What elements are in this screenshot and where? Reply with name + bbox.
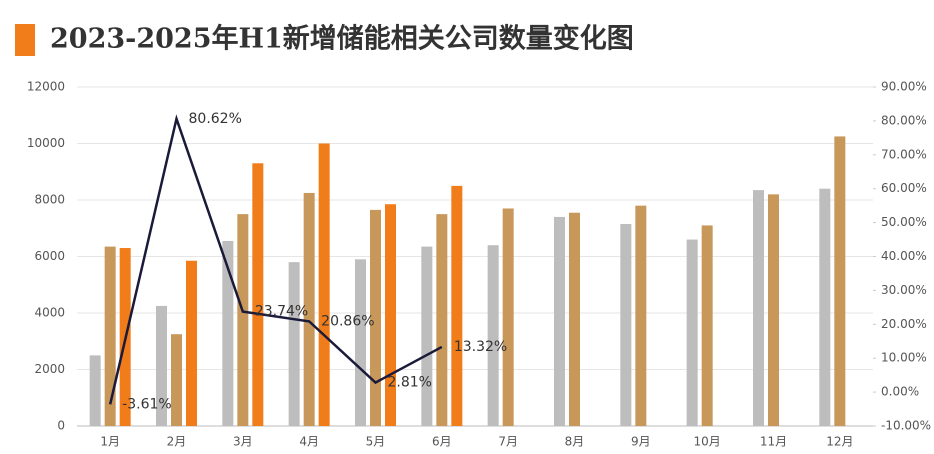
y-tick-label: 4000 <box>34 306 65 320</box>
bar <box>753 190 764 426</box>
bar <box>222 240 234 426</box>
x-tick-label: 1月 <box>100 435 120 449</box>
bar <box>252 163 264 426</box>
title-marker <box>15 24 35 56</box>
bar <box>237 214 249 426</box>
data-label: 13.32% <box>454 339 507 355</box>
x-tick-label: 11月 <box>760 435 787 449</box>
bar <box>421 246 433 426</box>
bar <box>288 262 300 426</box>
x-tick-label: 5月 <box>366 435 386 449</box>
x-tick-label: 7月 <box>498 435 518 449</box>
y2-tick-label: 30.00% <box>881 283 927 297</box>
bar <box>385 204 396 426</box>
x-tick-label: 10月 <box>694 435 721 449</box>
y-tick-label: 8000 <box>34 193 65 207</box>
bar <box>686 239 698 426</box>
y2-tick-label: 90.00% <box>881 80 927 94</box>
bar <box>436 214 448 426</box>
bar <box>768 194 779 426</box>
y-tick-label: 0 <box>57 419 65 433</box>
bar <box>502 208 514 426</box>
x-tick-label: 8月 <box>565 435 585 449</box>
bar <box>156 305 167 426</box>
bar <box>104 246 116 426</box>
x-tick-label: 9月 <box>631 435 651 449</box>
bar <box>487 245 499 426</box>
bar <box>701 225 713 426</box>
chart-title: 2023-2025年H1新增储能相关公司数量变化图 <box>50 23 634 55</box>
bar <box>451 185 463 426</box>
bar <box>569 212 580 426</box>
bar <box>819 188 831 426</box>
y2-tick-label: 20.00% <box>881 317 927 331</box>
y2-tick-label: 10.00% <box>881 351 927 365</box>
bar <box>186 260 197 426</box>
data-label: 23.74% <box>255 304 308 320</box>
bar <box>318 143 330 426</box>
bar <box>834 136 846 426</box>
y-tick-label: 12000 <box>27 80 65 94</box>
y2-tick-label: 70.00% <box>881 147 927 161</box>
x-tick-label: 3月 <box>233 435 253 449</box>
y2-tick-label: 60.00% <box>881 181 927 195</box>
x-tick-label: 12月 <box>826 435 853 449</box>
y2-tick-label: 0.00% <box>881 385 919 399</box>
bar <box>554 216 565 426</box>
y-tick-label: 2000 <box>34 362 65 376</box>
x-tick-label: 4月 <box>299 435 319 449</box>
y-tick-label: 6000 <box>34 249 65 263</box>
bar <box>635 205 647 426</box>
bar <box>355 259 366 426</box>
bar <box>620 224 632 426</box>
bar <box>171 334 182 426</box>
x-tick-label: 6月 <box>432 435 452 449</box>
data-label: 20.86% <box>321 313 374 329</box>
bar <box>303 192 315 426</box>
y-tick-label: 10000 <box>27 136 65 150</box>
data-label: 80.62% <box>189 111 242 127</box>
data-label: 2.81% <box>388 375 432 391</box>
data-label: -3.61% <box>122 396 172 412</box>
y2-tick-label: -10.00% <box>881 419 931 433</box>
bar <box>370 209 381 426</box>
bar <box>89 355 101 426</box>
line <box>108 114 443 405</box>
x-tick-label: 2月 <box>167 435 187 449</box>
y2-tick-label: 80.00% <box>881 113 927 127</box>
y2-tick-label: 40.00% <box>881 249 927 263</box>
y2-tick-label: 50.00% <box>881 215 927 229</box>
